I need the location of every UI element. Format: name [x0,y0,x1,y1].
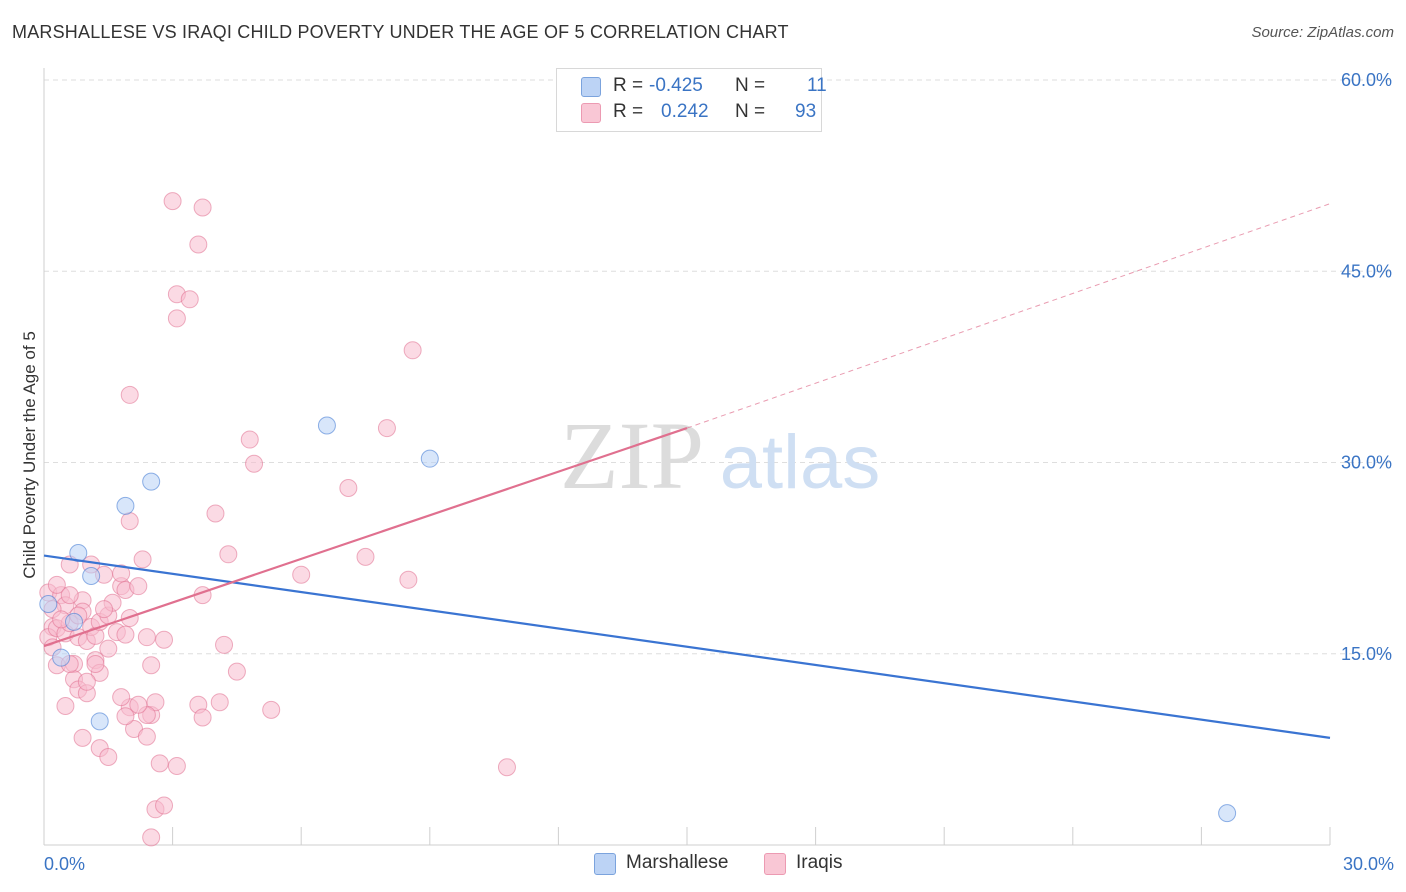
data-point-marshallese [90,712,109,731]
data-point-marshallese [65,612,84,631]
data-point-marshallese [142,472,161,491]
x-tick-label: 0.0% [44,854,85,874]
data-point-iraqis [180,290,199,309]
data-point-iraqis [99,748,118,767]
data-point-iraqis [146,693,165,712]
data-point-iraqis [193,708,212,727]
data-point-iraqis [73,728,92,747]
data-point-iraqis [47,575,66,594]
y-tick-label: 15.0% [1341,644,1392,664]
data-point-iraqis [116,707,135,726]
legend-r-label: R = [613,101,644,122]
data-point-iraqis [116,625,135,644]
x-tick-label: 30.0% [1343,854,1394,874]
data-points [39,192,1237,847]
data-point-iraqis [86,654,105,673]
trend-lines [43,203,1331,739]
legend-r-label: R = [613,75,644,96]
axes [43,68,1331,846]
data-point-iraqis [403,341,422,360]
bottom-legend-label-marshallese: Marshallese [626,852,729,873]
data-point-marshallese [420,449,439,468]
data-point-iraqis [150,754,169,773]
data-point-iraqis [497,758,516,777]
data-point-iraqis [60,586,79,605]
data-point-iraqis [120,512,139,531]
data-point-marshallese [52,648,71,667]
data-point-iraqis [215,635,234,654]
data-point-iraqis [120,385,139,404]
data-point-iraqis [129,695,148,714]
data-point-iraqis [262,700,281,719]
legend-n-value-marshallese: 11 [807,75,827,96]
data-point-iraqis [210,693,229,712]
y-tick-label: 45.0% [1341,261,1392,281]
legend-n-value-iraqis: 93 [795,101,817,122]
data-point-iraqis [399,570,418,589]
data-point-iraqis [245,454,264,473]
trend-line-marshallese [43,554,1331,739]
data-point-iraqis [167,756,186,775]
data-point-marshallese [317,416,336,435]
data-point-iraqis [227,662,246,681]
data-point-iraqis [219,545,238,564]
legend-n-label: N = [735,101,766,122]
data-point-iraqis [167,309,186,328]
data-point-iraqis [99,639,118,658]
data-point-iraqis [133,550,152,569]
legend-swatch-marshallese [581,77,601,97]
data-point-iraqis [356,547,375,566]
trend-extension-iraqis [686,203,1331,429]
data-point-iraqis [112,688,131,707]
data-point-iraqis [155,630,174,649]
grid-lines [44,79,1392,655]
legend-r-value-iraqis: 0.242 [661,101,709,122]
data-point-iraqis [206,504,225,523]
data-point-iraqis [292,565,311,584]
source-label: Source: ZipAtlas.com [1251,24,1394,41]
data-point-iraqis [56,697,75,716]
bottom-legend-swatch-iraqis [764,853,786,875]
data-point-marshallese [39,595,58,614]
tick-labels: 15.0% 30.0% 45.0% 60.0% 0.0% 30.0% [44,70,1394,874]
bottom-legend-label-iraqis: Iraqis [796,852,843,873]
legend-swatch-iraqis [581,103,601,123]
data-point-iraqis [142,656,161,675]
data-point-iraqis [189,235,208,254]
data-point-iraqis [77,672,96,691]
data-point-iraqis [163,192,182,211]
data-point-iraqis [142,828,161,847]
data-point-iraqis [112,564,131,583]
data-point-iraqis [193,198,212,217]
data-point-iraqis [129,577,148,596]
data-point-marshallese [1218,804,1237,823]
data-point-iraqis [339,479,358,497]
y-tick-label: 60.0% [1341,70,1392,90]
legend-n-label: N = [735,75,766,96]
legend-r-value-marshallese: -0.425 [649,75,703,96]
data-point-marshallese [82,566,101,585]
y-axis-label: Child Poverty Under the Age of 5 [20,331,39,579]
watermark: ZIP atlas [560,402,880,509]
watermark-atlas: atlas [720,420,881,505]
bottom-legend-swatch-marshallese [594,853,616,875]
trend-line-iraqis [43,427,688,648]
data-point-iraqis [137,727,156,746]
data-point-iraqis [377,419,396,438]
data-point-marshallese [116,496,135,515]
data-point-iraqis [240,430,259,449]
data-point-iraqis [155,796,174,815]
chart-title: MARSHALLESE VS IRAQI CHILD POVERTY UNDER… [12,22,789,42]
data-point-iraqis [137,628,156,647]
data-point-iraqis [95,600,114,619]
y-tick-label: 30.0% [1341,453,1392,473]
watermark-zip: ZIP [560,402,704,509]
correlation-legend: R = -0.425 N = 11 R = 0.242 N = 93 [556,68,827,132]
